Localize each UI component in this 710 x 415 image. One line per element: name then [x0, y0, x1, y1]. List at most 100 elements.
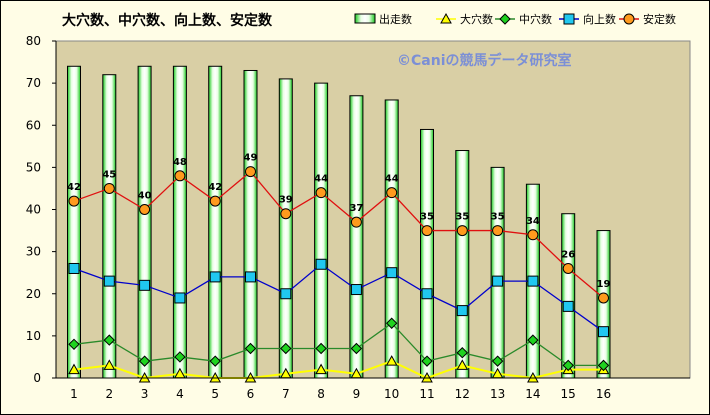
point [174, 292, 186, 304]
legend-swatch-marker [440, 12, 452, 24]
x-tick-label: 10 [384, 387, 399, 401]
x-tick-label: 15 [561, 387, 576, 401]
point [386, 187, 398, 199]
data-label: 44 [314, 174, 328, 185]
point [456, 347, 469, 359]
point [527, 275, 539, 287]
plot-area [55, 40, 691, 379]
point [244, 342, 257, 355]
x-tick-label: 6 [247, 387, 255, 401]
point [350, 342, 363, 355]
point [280, 208, 292, 220]
data-label: 42 [67, 182, 81, 193]
bar [455, 150, 470, 379]
point [103, 359, 116, 370]
point [68, 363, 80, 375]
point [315, 363, 327, 375]
point [68, 262, 80, 274]
point [527, 229, 539, 241]
point [421, 288, 433, 300]
data-label: 45 [102, 169, 116, 180]
data-label: 26 [561, 249, 575, 260]
data-label: 34 [526, 216, 540, 227]
legend-swatch-marker [623, 13, 635, 25]
point [527, 334, 539, 346]
series-line [73, 322, 604, 367]
point [68, 338, 80, 351]
series-line [73, 170, 604, 299]
y-tick-label: 50 [26, 160, 41, 174]
bar [490, 166, 505, 379]
y-tick-label: 60 [26, 118, 41, 132]
point [138, 355, 151, 367]
point [456, 225, 468, 237]
point [421, 355, 433, 367]
bar [314, 82, 329, 379]
bar [208, 65, 223, 379]
point [597, 359, 610, 372]
point [386, 267, 398, 279]
legend-label: 出走数 [379, 12, 412, 26]
legend-swatch-marker [563, 13, 575, 25]
legend-swatch-marker [499, 13, 511, 25]
bar [561, 213, 576, 379]
chart-title: 大穴数、中穴数、向上数、安定数 [62, 12, 273, 29]
x-tick-label: 14 [525, 387, 540, 401]
point [315, 342, 327, 355]
point [385, 355, 398, 366]
legend-swatch [354, 13, 376, 24]
point [421, 225, 433, 237]
point [103, 182, 115, 194]
y-tick-label: 10 [26, 329, 41, 343]
y-tick-label: 70 [26, 76, 41, 90]
point [456, 359, 469, 370]
point [280, 288, 292, 300]
legend-label: 向上数 [583, 12, 616, 26]
legend-label: 中穴数 [519, 12, 552, 26]
point [562, 262, 574, 274]
bar [137, 65, 152, 379]
x-tick-label: 3 [141, 387, 149, 401]
bar [384, 99, 399, 379]
point [174, 170, 186, 182]
bar [349, 95, 364, 379]
point [562, 359, 574, 372]
point [174, 351, 186, 363]
bar [243, 69, 258, 379]
x-tick-label: 13 [490, 387, 505, 401]
x-tick-label: 2 [105, 387, 113, 401]
legend-label: 安定数 [643, 12, 676, 26]
point [68, 195, 80, 207]
data-label: 49 [244, 153, 258, 164]
point [598, 326, 609, 338]
x-tick-label: 12 [455, 387, 470, 401]
x-tick-label: 5 [211, 387, 219, 401]
legend-label: 大穴数 [460, 12, 493, 26]
watermark: ©Caniの競馬データ研究室 [397, 52, 572, 69]
data-label: 35 [420, 212, 434, 223]
point [315, 258, 327, 270]
point [209, 355, 221, 367]
y-tick-label: 80 [26, 34, 41, 48]
x-tick-label: 4 [176, 387, 184, 401]
point [350, 216, 362, 228]
y-tick-label: 20 [26, 287, 41, 301]
point [103, 334, 116, 346]
x-tick-label: 16 [596, 387, 611, 401]
point [598, 292, 609, 304]
y-tick-label: 0 [33, 371, 41, 385]
point [492, 225, 504, 237]
point [209, 271, 221, 283]
point [562, 300, 574, 312]
data-label: 35 [455, 212, 469, 223]
x-tick-label: 7 [282, 387, 290, 401]
data-label: 40 [138, 191, 152, 202]
y-tick-label: 30 [26, 245, 41, 259]
point [139, 204, 151, 215]
bar [596, 230, 611, 379]
data-label: 44 [385, 174, 399, 185]
point [103, 275, 115, 287]
point [456, 305, 468, 317]
